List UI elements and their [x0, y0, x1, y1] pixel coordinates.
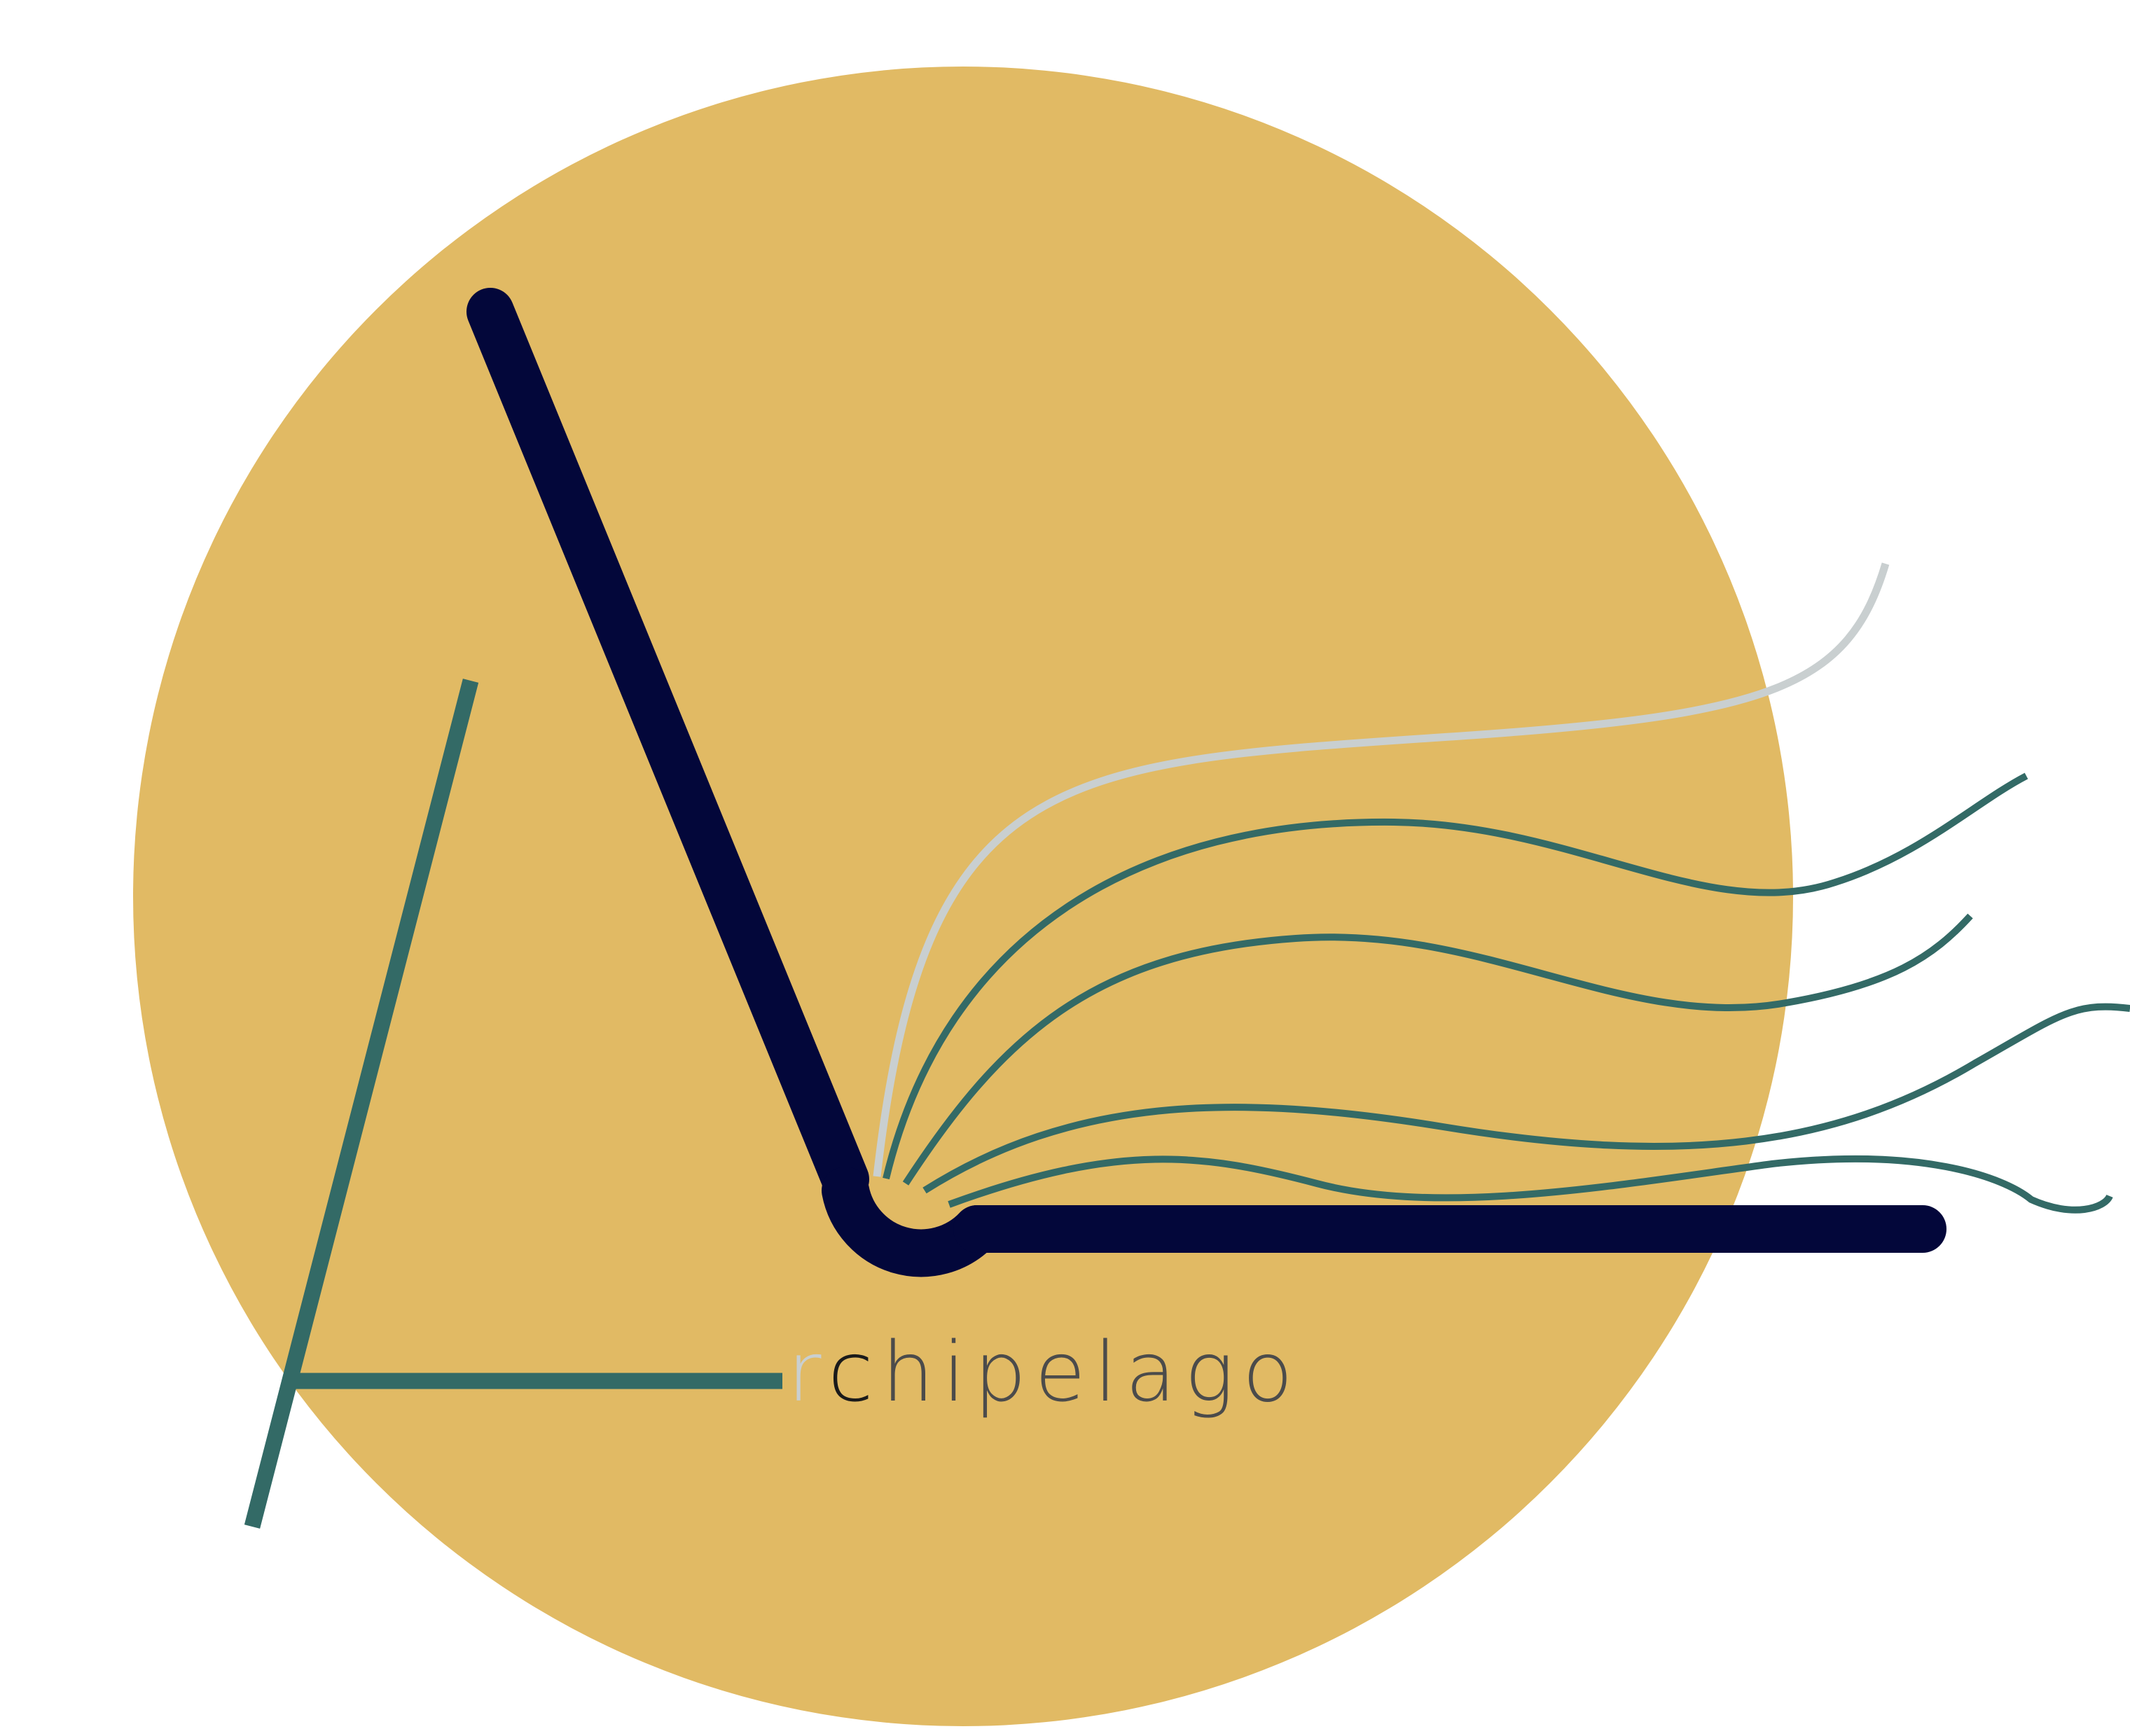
wordmark-prefix: r	[787, 1324, 828, 1420]
wordmark-rest: hipelago	[882, 1324, 1301, 1420]
page-curve-2	[902, 913, 1973, 1186]
page-curve-3	[922, 1003, 2130, 1194]
page-curves-icon	[873, 562, 2130, 1214]
brand-wordmark: rchipelago	[787, 1324, 1301, 1420]
page-curve-1	[883, 772, 2028, 1180]
letter-a-stroke-icon	[244, 679, 782, 1529]
wordmark-highlight: c	[828, 1324, 882, 1420]
sun-circle-icon	[133, 67, 1793, 1726]
open-book-icon	[466, 288, 1946, 1277]
page-curve-light	[873, 562, 1890, 1177]
page-curve-4	[948, 1155, 2113, 1214]
